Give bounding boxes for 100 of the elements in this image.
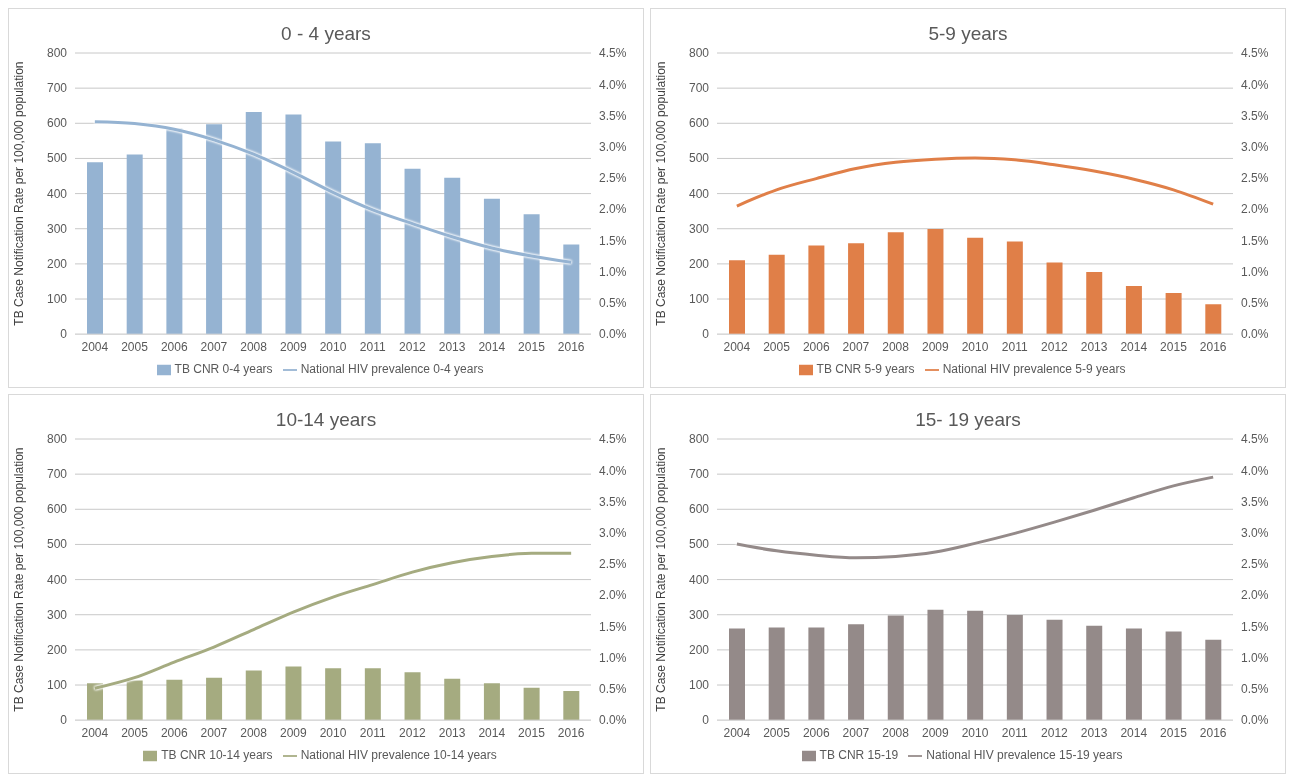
legend-label: National HIV prevalence 5-9 years [942,362,1126,377]
y2-tick-label: 0.5% [599,682,627,697]
bar [404,672,421,721]
x-tick-label: 2008 [882,725,910,740]
x-tick-label: 2006 [160,339,188,354]
y-tick-label: 700 [688,81,710,96]
x-tick-label: 2004 [723,339,751,354]
y2-tick-label: 3.5% [599,494,627,509]
x-tick-label: 2007 [842,339,870,354]
bar [808,627,825,721]
y2-tick-label: 1.0% [599,650,627,665]
x-tick-label: 2004 [723,725,751,740]
x-tick-label: 2008 [882,339,910,354]
y-tick-label: 800 [688,432,710,446]
y-axis-title: TB Case Notification Rate per 100,000 population [654,61,669,326]
x-tick-label: 2011 [359,339,386,354]
bar [1125,286,1142,335]
bar [483,683,500,721]
x-tick-label: 2014 [478,725,506,740]
y-tick-label: 600 [46,502,68,517]
y2-tick-label: 2.5% [1241,557,1269,572]
y-tick-label: 400 [688,186,710,201]
y-tick-label: 100 [46,292,68,307]
bar [1205,304,1222,335]
x-tick-label: 2006 [802,339,830,354]
y-tick-label: 300 [46,607,68,622]
x-tick-label: 2006 [160,725,188,740]
y2-tick-label: 2.0% [1241,588,1269,603]
bar [166,679,183,721]
y2-tick-label: 3.0% [599,525,627,540]
legend-label: TB CNR 5-9 years [816,362,915,377]
x-tick-label: 2015 [518,725,546,740]
bar [1006,615,1023,721]
y-tick-label: 0 [702,327,710,342]
legend-label: TB CNR 10-14 years [161,748,273,763]
chart-title: 0 - 4 years [280,23,372,45]
bar [887,615,904,721]
y2-tick-label: 2.5% [599,171,627,186]
line-series [735,475,1215,560]
x-tick-label: 2016 [557,339,585,354]
x-tick-label: 2012 [1041,725,1069,740]
x-tick-label: 2005 [763,725,791,740]
bar [444,678,461,721]
y-tick-label: 100 [688,292,710,307]
bar [729,628,745,721]
legend-label: TB CNR 15-19 [819,748,899,763]
x-tick-label: 2013 [1080,339,1108,354]
bar [325,668,342,721]
y-tick-label: 800 [46,432,68,446]
x-tick-label: 2004 [81,339,109,354]
y2-tick-label: 1.0% [1241,264,1269,279]
bar [1125,628,1142,721]
y-tick-label: 100 [46,678,68,693]
x-tick-label: 2015 [1160,339,1188,354]
bar [563,691,580,721]
y-tick-label: 800 [46,46,68,60]
y2-tick-label: 3.5% [1241,108,1269,123]
y2-tick-label: 0.0% [599,713,627,728]
bar [206,677,223,721]
chart-title: 5-9 years [927,23,1009,45]
y-tick-label: 700 [46,467,68,482]
x-tick-label: 2011 [1001,725,1028,740]
bar [967,237,984,335]
y2-tick-label: 4.5% [599,46,627,61]
x-tick-label: 2010 [319,725,347,740]
y-tick-label: 300 [688,607,710,622]
bar [1046,262,1063,335]
x-tick-label: 2014 [478,339,506,354]
y-tick-label: 700 [688,467,710,482]
x-tick-label: 2016 [1199,339,1227,354]
bar [967,610,984,721]
y2-tick-label: 0.0% [1241,713,1269,728]
line-series [735,156,1215,208]
y2-tick-label: 3.0% [599,139,627,154]
x-tick-label: 2009 [279,725,307,740]
y2-tick-label: 4.5% [1241,432,1269,447]
y2-tick-label: 3.0% [1241,139,1269,154]
x-tick-label: 2005 [763,339,791,354]
y2-tick-label: 4.5% [1241,46,1269,61]
y-tick-label: 600 [688,502,710,517]
legend-label: National HIV prevalence 0-4 years [300,362,484,377]
y-tick-label: 300 [688,221,710,236]
x-tick-label: 2009 [279,339,307,354]
x-tick-label: 2012 [399,339,427,354]
chart-title: 10-14 years [274,409,378,431]
y-tick-label: 200 [46,642,68,657]
bar [285,666,302,721]
x-tick-label: 2013 [438,725,466,740]
bar [1165,293,1182,335]
y2-tick-label: 4.5% [599,432,627,447]
y2-tick-label: 0.5% [599,296,627,311]
bar [1086,271,1103,335]
bar [1086,625,1103,721]
bar [1205,639,1222,721]
y2-tick-label: 1.5% [599,619,627,634]
x-tick-label: 2006 [802,725,830,740]
y-tick-label: 500 [46,537,68,552]
bar [1165,631,1182,721]
bar [126,154,143,335]
bar [1006,241,1023,335]
